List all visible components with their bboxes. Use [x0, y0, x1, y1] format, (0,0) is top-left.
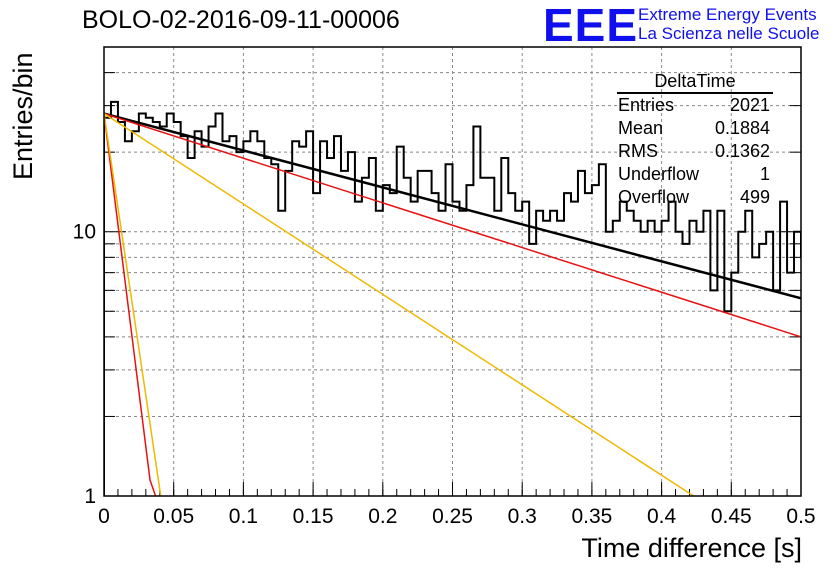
x-tick-label: 0.15 — [293, 505, 334, 528]
stat-value: 0.1362 — [714, 141, 770, 161]
x-tick-label: 0.05 — [153, 505, 194, 528]
component-curve-2 — [104, 112, 695, 496]
stat-label: Underflow — [618, 164, 700, 184]
chart-title: BOLO-02-2016-09-11-00006 — [82, 6, 400, 34]
stat-label: RMS — [618, 141, 658, 161]
y-tick-label: 1 — [84, 485, 96, 508]
component-curve-4 — [104, 113, 162, 496]
y-tick-label: 10 — [73, 221, 96, 244]
axes-frame — [103, 46, 802, 497]
stat-label: Entries — [618, 95, 675, 115]
stats-box: DeltaTime Entries 2021 Mean 0.1884 RMS 0… — [612, 71, 778, 209]
plot-frame — [103, 46, 802, 497]
stat-row-mean: Mean 0.1884 — [612, 117, 778, 140]
x-tick-label: 0.4 — [647, 505, 677, 528]
stat-value: 499 — [739, 187, 770, 207]
component-curve-3 — [104, 113, 157, 496]
stat-row-overflow: Overflow 499 — [612, 186, 778, 209]
stat-label: Overflow — [618, 187, 690, 207]
x-tick-label: 0.2 — [368, 505, 397, 528]
stat-value: 2021 — [729, 95, 770, 115]
x-tick-label: 0 — [98, 505, 110, 528]
stat-value: 1 — [759, 164, 770, 184]
x-tick-label: 0.1 — [229, 505, 258, 528]
histogram-bins — [104, 100, 801, 496]
series-group — [104, 100, 801, 496]
x-tick-label: 0.35 — [571, 505, 612, 528]
x-tick-label: 0.3 — [508, 505, 537, 528]
x-axis-label: Time difference [s] — [581, 533, 802, 563]
stat-row-entries: Entries 2021 — [612, 94, 778, 117]
x-tick-label: 0.5 — [786, 505, 815, 528]
eee-logo: EEE — [543, 0, 639, 51]
stats-title: DeltaTime — [617, 71, 773, 94]
fit-curve — [104, 112, 801, 300]
x-tick-label: 0.45 — [711, 505, 752, 528]
tick-labels: 0 0.05 0.1 0.15 0.2 0.25 0.3 0.35 0.4 0.45 0.5 1 10 — [73, 221, 816, 528]
y-axis-label: Entries/bin — [8, 52, 38, 180]
stat-row-rms: RMS 0.1362 — [612, 140, 778, 163]
stat-value: 0.1884 — [714, 118, 770, 138]
x-tick-label: 0.25 — [432, 505, 473, 528]
stat-row-underflow: Underflow 1 — [612, 163, 778, 186]
logo-subtitle-1: Extreme Energy Events — [638, 5, 817, 24]
logo-subtitle-2: La Scienza nelle Scuole — [638, 24, 820, 43]
stat-label: Mean — [618, 118, 664, 138]
component-curve-1 — [104, 112, 801, 338]
